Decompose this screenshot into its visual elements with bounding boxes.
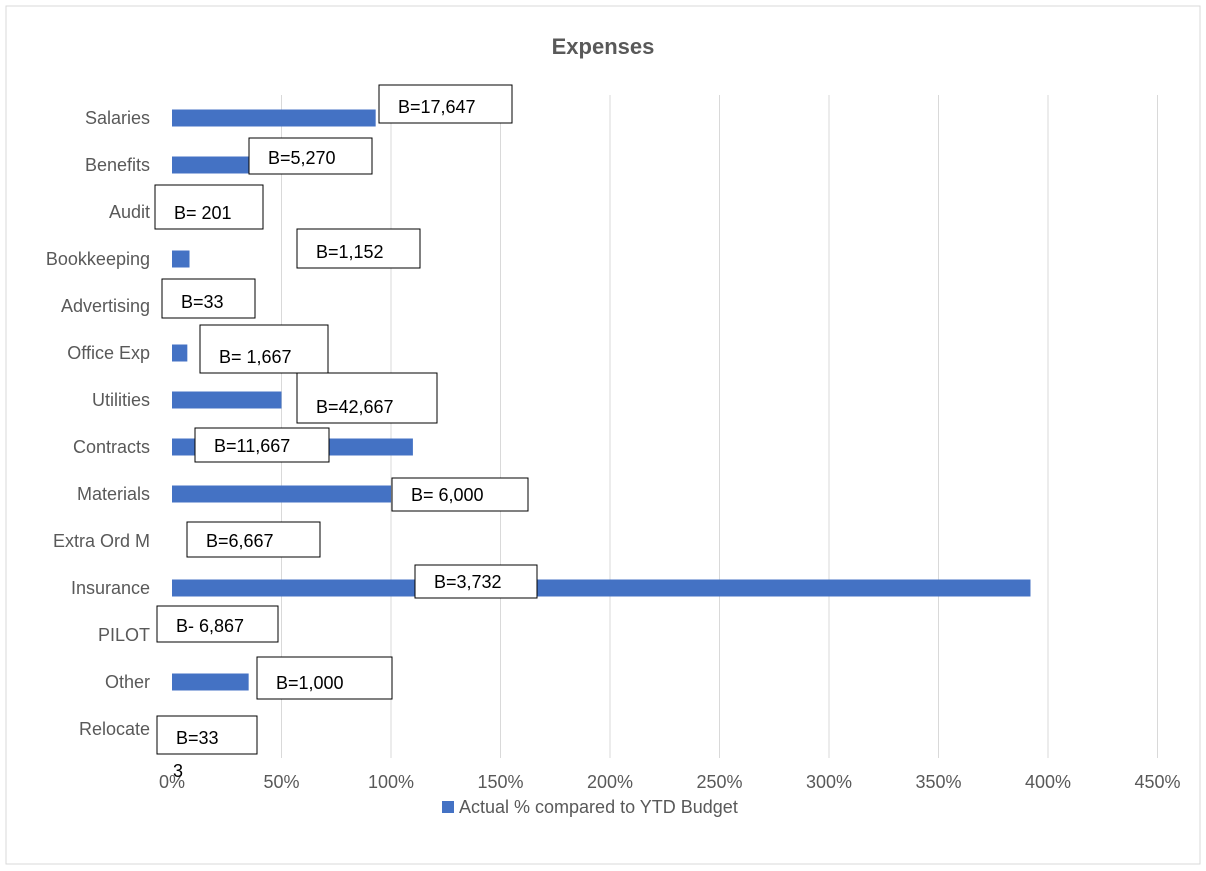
annotation-border (186, 521, 321, 558)
annotation-label: B=1,000 (276, 673, 344, 693)
annotation-border (154, 184, 264, 230)
category-label: Insurance (71, 578, 150, 598)
annotation-label: B=17,647 (398, 97, 476, 117)
category-label: Extra Ord M (53, 531, 150, 551)
annotation-label: B= 6,000 (411, 485, 484, 505)
x-tick-label: 450% (1134, 772, 1180, 792)
chart-title: Expenses (552, 34, 655, 59)
annotation-border (156, 605, 279, 643)
x-tick-label: 400% (1025, 772, 1071, 792)
category-label: Bookkeeping (46, 249, 150, 269)
annotation-label: B=33 (176, 728, 219, 748)
annotation-box: B= 201 (154, 184, 264, 230)
annotation-label: B=3,732 (434, 572, 502, 592)
category-label: Office Exp (67, 343, 150, 363)
category-label: Relocate (79, 719, 150, 739)
legend-label: Actual % compared to YTD Budget (459, 797, 738, 817)
annotation-border (161, 278, 256, 319)
annotation-border (296, 228, 421, 269)
annotation-box: B= 1,667 (199, 324, 329, 374)
gridlines (281, 95, 1158, 758)
category-label: PILOT (98, 625, 150, 645)
annotation-border (199, 324, 329, 374)
annotation-label: B=33 (181, 292, 224, 312)
annotation-box: B=3,732 (414, 564, 538, 599)
annotation-box: B=5,270 (248, 137, 373, 175)
annotation-box: B=1,152 (296, 228, 421, 269)
x-tick-label: 200% (587, 772, 633, 792)
category-label: Materials (77, 484, 150, 504)
annotation-label: B=5,270 (268, 148, 336, 168)
annotation-label: B= 1,667 (219, 347, 292, 367)
bar (172, 109, 376, 127)
annotation-box: B- 6,867 (156, 605, 279, 643)
category-label: Utilities (92, 390, 150, 410)
x-tick-label: 100% (368, 772, 414, 792)
bar (172, 485, 391, 503)
x-tick-label: 50% (263, 772, 299, 792)
annotation-border (194, 427, 330, 463)
stray-text: 3 (173, 761, 183, 781)
annotation-border (248, 137, 373, 175)
category-label: Salaries (85, 108, 150, 128)
category-labels: Salaries Benefits Audit Bookkeeping Advertis… (46, 108, 150, 739)
bar (172, 579, 1031, 597)
annotation-border (378, 84, 513, 124)
annotations: B=17,647 B=5,270 B= 201 B=1,152 B=33 B= 1,667… (154, 84, 538, 755)
category-label: Benefits (85, 155, 150, 175)
annotation-label: B=42,667 (316, 397, 394, 417)
category-label: Audit (109, 202, 150, 222)
x-tick-label: 350% (915, 772, 961, 792)
x-tick-label: 250% (696, 772, 742, 792)
annotation-border (414, 564, 538, 599)
annotation-label: B=11,667 (214, 436, 290, 456)
category-label: Other (105, 672, 150, 692)
annotation-border (256, 656, 393, 700)
x-tick-label: 150% (477, 772, 523, 792)
x-axis-tick-labels: 0% 50% 100% 150% 200% 250% 300% 350% 400% 450% (159, 772, 1181, 792)
annotation-box: B=17,647 (378, 84, 513, 124)
bar (172, 391, 282, 409)
annotation-label: B=6,667 (206, 531, 274, 551)
annotation-label: B=1,152 (316, 242, 384, 262)
category-label: Contracts (73, 437, 150, 457)
annotation-box: B=42,667 (296, 372, 438, 424)
legend: Actual % compared to YTD Budget (442, 797, 738, 817)
bar (172, 344, 188, 362)
x-tick-label: 0% (159, 772, 185, 792)
annotation-box: B=6,667 (186, 521, 321, 558)
annotation-border (156, 715, 258, 755)
x-tick-label: 300% (806, 772, 852, 792)
annotation-border (296, 372, 438, 424)
legend-swatch (442, 801, 454, 813)
annotation-label: B- 6,867 (176, 616, 244, 636)
annotation-box: B=33 (161, 278, 256, 319)
annotation-label: B= 201 (174, 203, 232, 223)
annotation-border (391, 477, 529, 512)
bar (172, 250, 190, 268)
annotation-box: B=33 (156, 715, 258, 755)
bar (172, 673, 249, 691)
category-label: Advertising (61, 296, 150, 316)
annotation-box: B=11,667 (194, 427, 330, 463)
annotation-box: B=1,000 (256, 656, 393, 700)
annotation-box: B= 6,000 (391, 477, 529, 512)
bar (172, 156, 249, 174)
